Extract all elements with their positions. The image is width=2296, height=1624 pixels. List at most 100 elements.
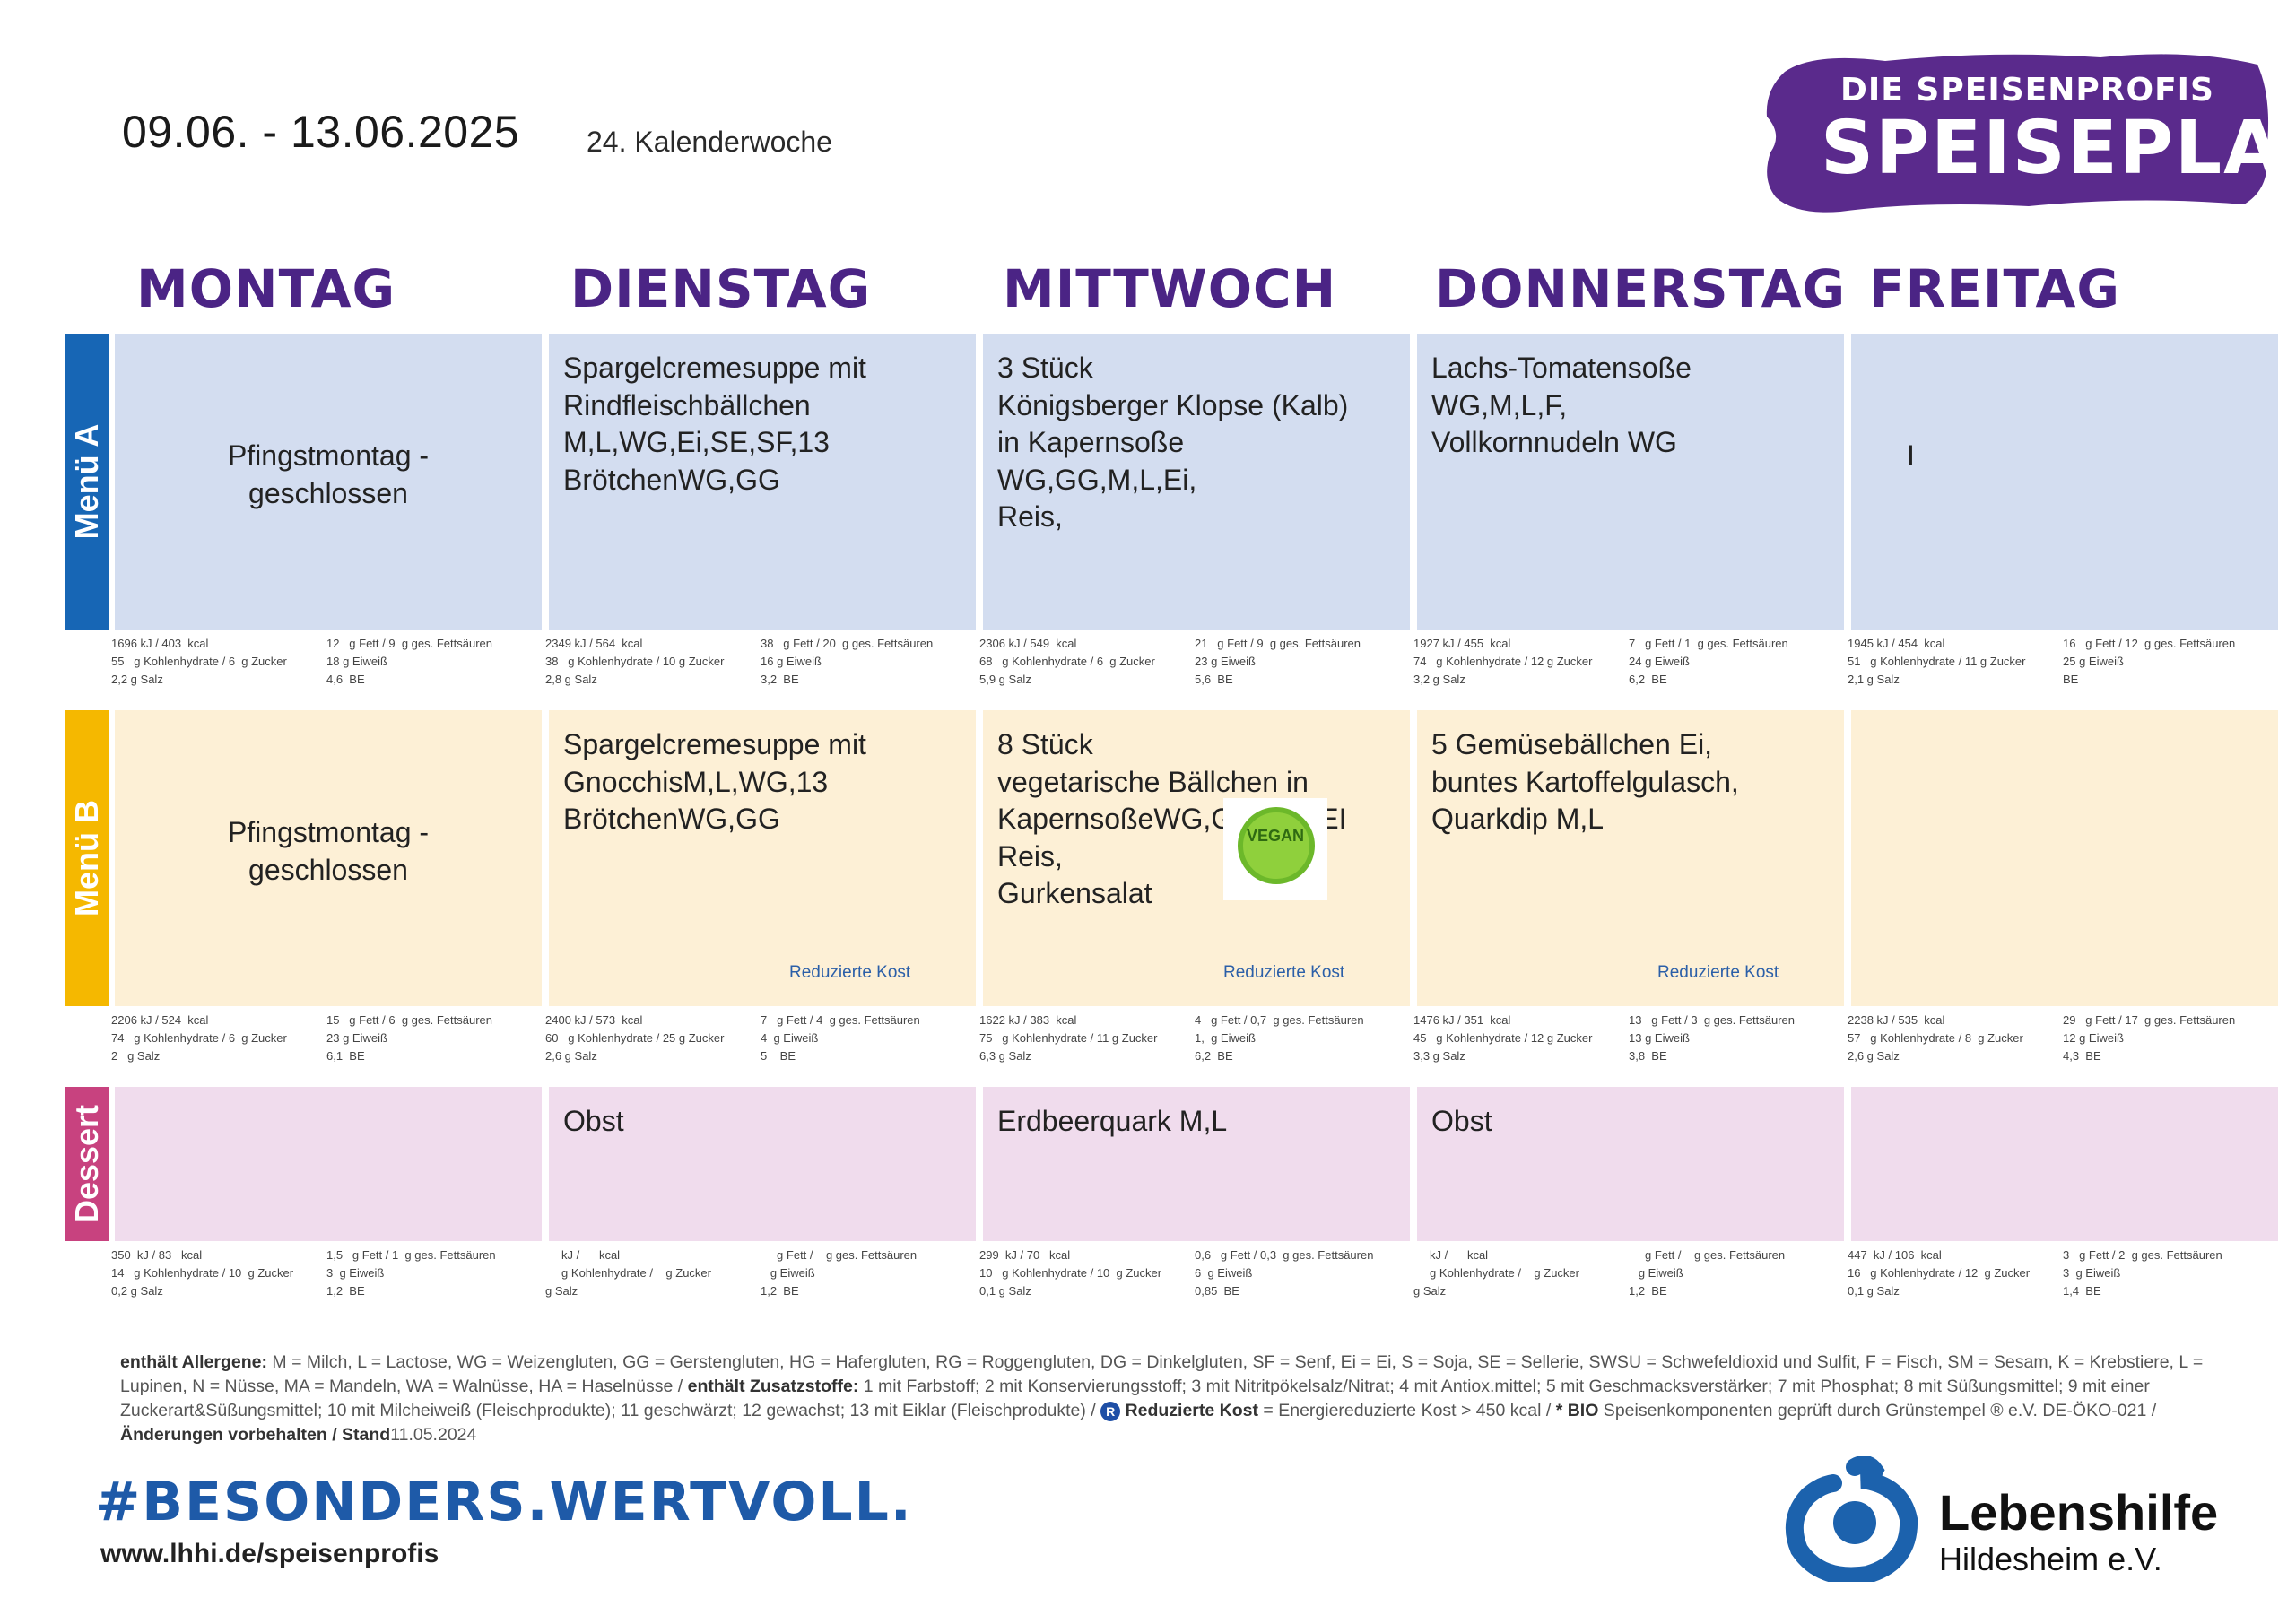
website-link[interactable]: www.lhhi.de/speisenprofis [100,1539,439,1568]
nutrition-line: 14 g Kohlenhydrate / 10 g Zucker [111,1266,294,1280]
reduced-diet-tag: Reduzierte Kost [789,963,911,982]
menu-b-wednesday-nutrition: 1622 kJ / 383 kcal 75 g Kohlenhydrate / 1… [979,1012,1406,1069]
menu-b-tab: Menü B [65,710,109,1006]
nutrition-line: 2,6 g Salz [545,1049,597,1063]
menu-b-label: Menü B [68,800,105,916]
menu-a-friday-nutrition: 1945 kJ / 454 kcal 51 g Kohlenhydrate / 1… [1848,635,2274,692]
nutrition-line: 2400 kJ / 573 kcal [545,1013,643,1027]
nutrition-line: 1,2 BE [761,1284,799,1298]
menu-b-tuesday-nutrition: 2400 kJ / 573 kcal 60 g Kohlenhydrate / 2… [545,1012,972,1069]
legend-reduced-text: = Energiereduzierte Kost > 450 kcal / [1258,1401,1556,1420]
nutrition-line: 1476 kJ / 351 kcal [1413,1013,1511,1027]
nutrition-line: 0,6 g Fett / 0,3 g ges. Fettsäuren [1195,1248,1374,1262]
nutrition-line: 4,6 BE [326,673,365,686]
legend-additive-text: 1 mit Farbstoff; 2 mit Konservierungssto… [120,1376,2150,1420]
menu-a-tuesday-cell: Spargelcremesuppe mit Rindfleischbällche… [549,334,976,630]
nutrition-line: 55 g Kohlenhydrate / 6 g Zucker [111,655,287,668]
reduced-diet-tag: Reduzierte Kost [1657,963,1779,982]
legend-changes-date: 11.05.2024 [390,1425,477,1445]
menu-b-monday-cell: Pfingstmontag - geschlossen [115,710,542,1006]
nutrition-line: 5,9 g Salz [979,673,1031,686]
nutrition-line: 24 g Eiweiß [1629,655,1690,668]
brand-title: SPEISEPLAN [1821,106,2296,191]
nutrition-line: g Fett / g ges. Fettsäuren [1629,1248,1786,1262]
dish-text: Spargelcremesuppe mit Rindfleischbällche… [563,352,866,496]
nutrition-line: BE [2063,673,2079,686]
nutrition-line: 75 g Kohlenhydrate / 11 g Zucker [979,1031,1158,1045]
menu-a-monday-cell: Pfingstmontag - geschlossen [115,334,542,630]
nutrition-line: 1,5 g Fett / 1 g ges. Fettsäuren [326,1248,496,1262]
calendar-week: 24. Kalenderwoche [587,126,832,158]
dish-text: Obst [563,1105,624,1137]
dish-text: Spargelcremesuppe mit GnocchisM,L,WG,13 … [563,728,866,835]
dessert-tuesday-cell: Obst [549,1087,976,1241]
menu-b-friday-nutrition: 2238 kJ / 535 kcal 57 g Kohlenhydrate / 8… [1848,1012,2274,1069]
nutrition-line: 7 g Fett / 1 g ges. Fettsäuren [1629,637,1788,650]
nutrition-line: 3 g Fett / 2 g ges. Fettsäuren [2063,1248,2222,1262]
menu-a-wednesday-nutrition: 2306 kJ / 549 kcal 68 g Kohlenhydrate / 6… [979,635,1406,692]
dish-text: Obst [1431,1105,1492,1137]
nutrition-line: 13 g Eiweiß [1629,1031,1690,1045]
dessert-friday-cell [1851,1087,2278,1241]
menu-b-monday-nutrition: 2206 kJ / 524 kcal 74 g Kohlenhydrate / 6… [111,1012,538,1069]
nutrition-line: kJ / kcal [1413,1248,1489,1262]
nutrition-line: 7 g Fett / 4 g ges. Fettsäuren [761,1013,920,1027]
tagline: #BESONDERS.WERTVOLL. [95,1471,913,1533]
day-header-friday: FREITAG [1869,258,2121,319]
nutrition-line: kJ / kcal [545,1248,621,1262]
menu-b-thursday-cell: 5 Gemüsebällchen Ei, buntes Kartoffelgul… [1417,710,1844,1006]
nutrition-line: g Eiweiß [1629,1266,1683,1280]
nutrition-line: 25 g Eiweiß [2063,655,2124,668]
menu-a-thursday-cell: Lachs-Tomatensoße WG,M,L,F, Vollkornnude… [1417,334,1844,630]
menu-a-wednesday-cell: 3 Stück Königsberger Klopse (Kalb) in Ka… [983,334,1410,630]
nutrition-line: 1,2 BE [1629,1284,1667,1298]
lebenshilfe-logo-icon [1785,1455,1919,1585]
nutrition-line: 3 g Eiweiß [326,1266,385,1280]
nutrition-line: 12 g Fett / 9 g ges. Fettsäuren [326,637,492,650]
nutrition-line: 3,8 BE [1629,1049,1667,1063]
nutrition-line: 0,85 BE [1195,1284,1239,1298]
menu-b-thursday-nutrition: 1476 kJ / 351 kcal 45 g Kohlenhydrate / 1… [1413,1012,1840,1069]
nutrition-line: 2 g Salz [111,1049,161,1063]
nutrition-line: g Fett / g ges. Fettsäuren [761,1248,918,1262]
nutrition-line: 299 kJ / 70 kcal [979,1248,1071,1262]
nutrition-line: 18 g Eiweiß [326,655,387,668]
menu-a-monday-nutrition: 1696 kJ / 403 kcal 55 g Kohlenhydrate / 6… [111,635,538,692]
menu-b-tuesday-cell: Spargelcremesuppe mit GnocchisM,L,WG,13 … [549,710,976,1006]
dessert-tuesday-nutrition: kJ / kcal g Kohlenhydrate / g Zucker g Sa… [545,1246,972,1304]
nutrition-line: 2306 kJ / 549 kcal [979,637,1077,650]
dessert-thursday-cell: Obst [1417,1087,1844,1241]
nutrition-line: 2,2 g Salz [111,673,163,686]
nutrition-line: 1622 kJ / 383 kcal [979,1013,1077,1027]
menu-a-label: Menü A [68,423,105,540]
nutrition-line: 6,2 BE [1629,673,1667,686]
nutrition-line: 0,2 g Salz [111,1284,163,1298]
org-name: Lebenshilfe [1939,1484,2219,1541]
dish-text: 5 Gemüsebällchen Ei, buntes Kartoffelgul… [1431,728,1739,835]
org-city: Hildesheim e.V. [1939,1541,2162,1577]
legend-bio-title: * BIO [1555,1401,1599,1420]
legend-reduced-title: Reduzierte Kost [1125,1401,1258,1420]
nutrition-line: 0,1 g Salz [1848,1284,1900,1298]
nutrition-line: 0,1 g Salz [979,1284,1031,1298]
nutrition-line: 16 g Eiweiß [761,655,822,668]
dessert-monday-cell [115,1087,542,1241]
menu-a-thursday-nutrition: 1927 kJ / 455 kcal 74 g Kohlenhydrate / 1… [1413,635,1840,692]
day-header-thursday: DONNERSTAG [1435,258,1847,319]
nutrition-line: 3,2 g Salz [1413,673,1465,686]
nutrition-line: 16 g Kohlenhydrate / 12 g Zucker [1848,1266,2031,1280]
menu-a-friday-cell: I [1851,334,2278,630]
dish-text: Pfingstmontag - geschlossen [227,439,430,509]
dish-text: I [1907,439,1915,472]
nutrition-line: 4,3 BE [2063,1049,2101,1063]
nutrition-line: 1,2 BE [326,1284,365,1298]
reduced-icon: R [1100,1401,1121,1421]
dessert-wednesday-nutrition: 299 kJ / 70 kcal 10 g Kohlenhydrate / 10 … [979,1246,1406,1304]
day-header-monday: MONTAG [136,258,396,319]
nutrition-line: 45 g Kohlenhydrate / 12 g Zucker [1413,1031,1593,1045]
menu-b-friday-cell [1851,710,2278,1006]
nutrition-line: 23 g Eiweiß [1195,655,1256,668]
dessert-friday-nutrition: 447 kJ / 106 kcal 16 g Kohlenhydrate / 12… [1848,1246,2274,1304]
legend-allergen-title: enthält Allergene: [120,1352,267,1372]
menu-b-wednesday-cell: 8 Stück vegetarische Bällchen in Kaperns… [983,710,1410,1006]
